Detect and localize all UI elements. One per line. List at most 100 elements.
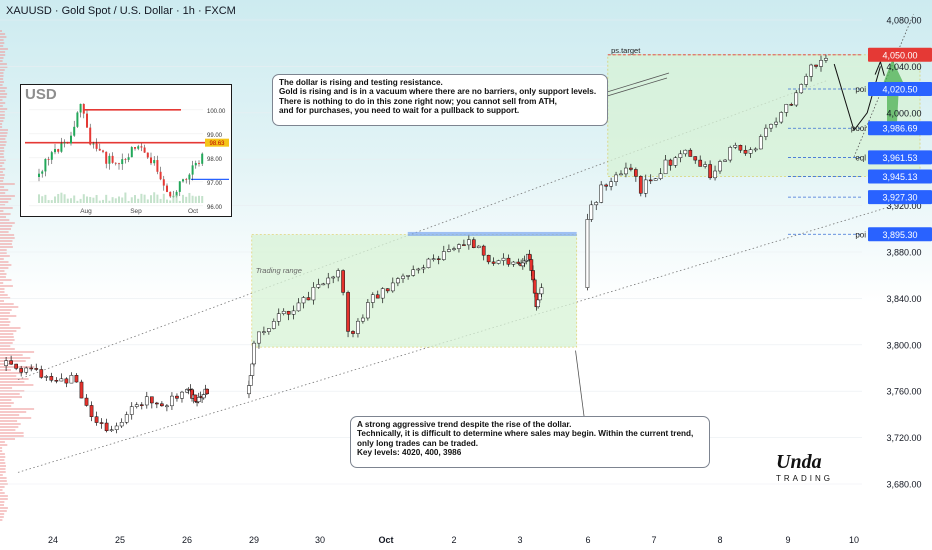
candle-body <box>624 167 628 175</box>
volume-profile-bar <box>0 468 6 470</box>
x-tick-label: 30 <box>315 535 325 545</box>
candle-body <box>718 161 722 172</box>
candle-body <box>506 257 511 265</box>
volume-profile-bar <box>0 378 29 380</box>
candle-body <box>531 270 535 281</box>
x-tick-label: 6 <box>585 535 590 545</box>
candle-body <box>527 253 532 260</box>
inset-x-tick: Oct <box>188 208 198 215</box>
volume-profile-bar <box>0 60 3 62</box>
inset-candle-body <box>66 142 69 144</box>
brand-logo: Unda TRADING <box>776 451 833 483</box>
candle-body <box>537 293 542 301</box>
inset-candle-body <box>121 159 124 165</box>
inset-candle-body <box>111 155 114 163</box>
inset-volume-bar <box>121 197 124 203</box>
volume-profile-bar <box>0 96 7 98</box>
candle-body <box>653 178 658 181</box>
inset-volume-bar <box>44 194 47 203</box>
inset-volume-bar <box>86 196 88 203</box>
inset-candle-body <box>89 127 92 145</box>
volume-profile-bar <box>0 417 32 419</box>
inset-volume-bar <box>159 198 162 203</box>
volume-profile-bar <box>0 243 12 245</box>
candle-body <box>708 164 712 179</box>
y-tick-label: 4,000.00 <box>886 108 921 118</box>
inset-candle-body <box>140 146 143 148</box>
inset-volume-bar <box>92 197 95 203</box>
volume-profile-bar <box>0 87 7 89</box>
logo-text: Unda <box>776 451 822 473</box>
volume-profile-bar <box>0 333 14 335</box>
candle-body <box>29 367 34 370</box>
y-tick-label: 3,680.00 <box>886 480 921 490</box>
candle-body <box>401 275 405 279</box>
inset-candle-body <box>185 179 188 181</box>
volume-profile-bar <box>0 66 8 68</box>
inset-volume-bar <box>47 200 50 203</box>
volume-profile-bar <box>0 186 5 188</box>
volume-profile-bar <box>0 336 14 338</box>
volume-profile-bar <box>0 237 15 239</box>
candle-body <box>205 388 209 395</box>
volume-profile-bar <box>0 435 24 437</box>
candle-body <box>426 258 431 268</box>
candle-body <box>180 391 184 399</box>
volume-profile-bar <box>0 132 8 134</box>
annotation-top: The dollar is rising and testing resista… <box>272 74 608 126</box>
x-tick-label: 25 <box>115 535 125 545</box>
y-tick-label: 3,880.00 <box>886 248 921 258</box>
inset-volume-bar <box>63 194 66 203</box>
volume-profile-bar <box>0 147 5 149</box>
candle-body <box>119 422 124 427</box>
volume-profile-bar <box>0 90 6 92</box>
volume-profile-bar <box>0 384 34 386</box>
candle-body <box>247 385 251 395</box>
candle-body <box>819 60 823 67</box>
inset-volume-bar <box>191 195 194 203</box>
inset-volume-bar <box>178 200 181 203</box>
annotation-line: Gold is rising and is in a vacuum where … <box>279 87 597 97</box>
candle-body <box>396 278 400 284</box>
candle-body <box>361 317 365 322</box>
candle-body <box>336 270 340 278</box>
candle-body <box>594 202 599 206</box>
volume-profile-bar <box>0 111 5 113</box>
volume-profile-bar <box>0 108 8 110</box>
candle-body <box>331 276 336 279</box>
candle-body <box>648 179 653 182</box>
volume-profile-bar <box>0 411 27 413</box>
candle-body <box>481 245 486 256</box>
candle-body <box>753 148 758 151</box>
volume-profile-bar <box>0 414 20 416</box>
volume-profile-bar <box>0 165 3 167</box>
volume-profile-bar <box>0 402 14 404</box>
candle-body <box>758 136 763 150</box>
volume-profile-bar <box>0 51 6 53</box>
volume-profile-bar <box>0 339 15 341</box>
candle-body <box>814 64 818 67</box>
candle-body <box>452 248 456 250</box>
candle-body <box>723 159 727 162</box>
volume-profile-bar <box>0 516 4 518</box>
inset-candle-body <box>73 126 76 136</box>
candle-body <box>764 127 768 137</box>
candle-body <box>804 76 808 85</box>
volume-profile-bar <box>0 57 4 59</box>
volume-profile-bar <box>0 207 13 209</box>
candle-body <box>19 368 24 373</box>
candle-body <box>673 157 678 166</box>
volume-profile-bar <box>0 234 15 236</box>
candle-body <box>809 64 813 77</box>
candle-body <box>520 262 525 267</box>
volume-profile-bar <box>0 93 8 95</box>
volume-profile-bar <box>0 222 15 224</box>
price-level-badge <box>868 227 932 242</box>
volume-profile-bar <box>0 252 7 254</box>
candle-body <box>262 331 266 333</box>
candle-body <box>306 297 311 301</box>
candle-body <box>539 287 544 295</box>
volume-profile-bar <box>0 441 5 443</box>
volume-profile-bar <box>0 498 8 500</box>
